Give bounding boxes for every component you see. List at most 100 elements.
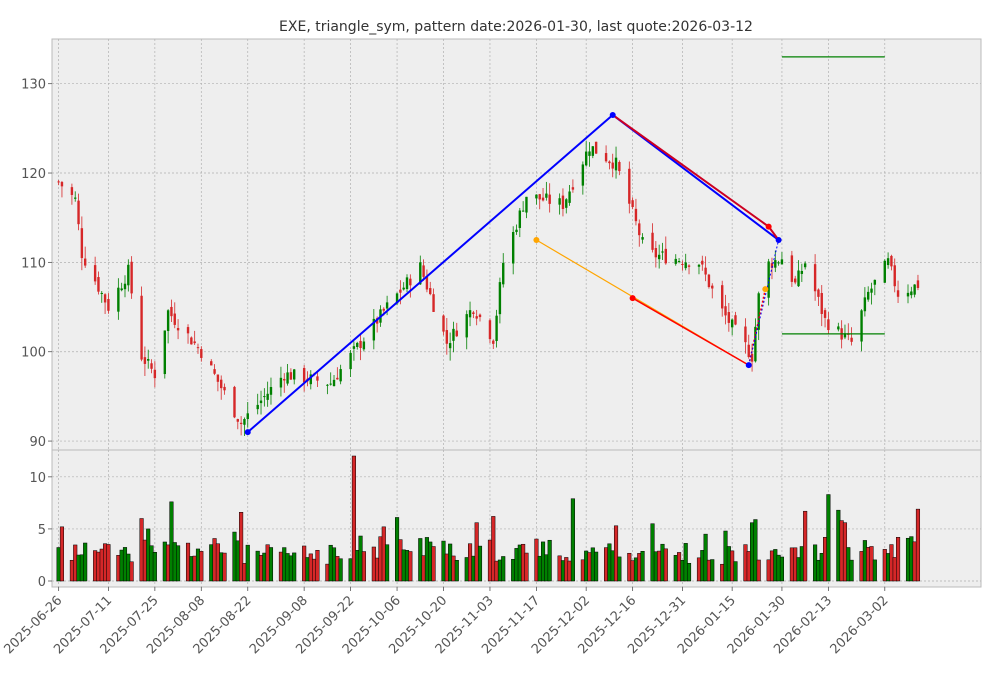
candle-body	[60, 182, 64, 187]
candle-body	[711, 285, 714, 289]
candle-body	[744, 326, 747, 343]
candle-body	[472, 312, 475, 314]
volume-bar	[142, 539, 147, 582]
candle-body	[352, 346, 356, 349]
price-y-tick-label: 120	[21, 167, 46, 182]
volume-bar	[56, 547, 61, 582]
pattern-line	[748, 239, 780, 366]
volume-bar	[700, 550, 705, 582]
candle-body	[611, 162, 614, 169]
candle-body	[568, 191, 571, 203]
candle-body	[730, 319, 734, 328]
volume-bar	[540, 541, 546, 582]
volume-bar	[819, 553, 824, 582]
candle-body	[293, 369, 296, 380]
candle-body	[813, 264, 817, 292]
volume-bar	[328, 544, 333, 582]
candle-body	[256, 404, 259, 410]
volume-bar	[255, 550, 260, 582]
candle-body	[701, 260, 704, 265]
candle-body	[103, 294, 107, 303]
volume-bar	[826, 494, 831, 582]
candle-body	[74, 197, 77, 199]
volume-bar	[395, 517, 400, 582]
candle-body	[130, 261, 133, 294]
candle-body	[356, 342, 359, 347]
volume-bar	[594, 551, 599, 582]
candle-body	[910, 291, 913, 296]
candle-body	[883, 260, 886, 283]
volume-bar	[199, 551, 204, 582]
candle-body	[419, 262, 422, 285]
volume-bar	[892, 557, 897, 582]
volume-bar	[915, 508, 921, 582]
candle-body	[747, 344, 750, 357]
candle-body	[800, 270, 804, 274]
candle-body	[349, 352, 352, 370]
candle-body	[661, 251, 664, 253]
volume-bar	[570, 498, 575, 582]
candle-body	[425, 276, 429, 290]
candle-body	[432, 294, 435, 312]
candle-body	[213, 369, 216, 374]
volume-bar	[584, 550, 589, 582]
candle-body	[511, 232, 515, 264]
volume-bar	[338, 558, 343, 582]
volume-bar	[547, 539, 552, 582]
volume-bar	[613, 525, 619, 582]
volume-bar	[753, 519, 758, 582]
volume-bar	[245, 544, 250, 582]
volume-bar	[59, 526, 65, 582]
candle-body	[83, 258, 87, 266]
volume-bar	[872, 559, 877, 582]
volume-bar	[756, 559, 761, 582]
volume-bar	[497, 559, 502, 582]
candle-body	[359, 340, 362, 349]
pattern-point-marker	[609, 111, 616, 118]
candle-body	[664, 248, 668, 264]
candle-body	[521, 210, 525, 212]
volume-bar	[166, 544, 171, 582]
candle-body	[757, 293, 760, 330]
volume-bar	[905, 537, 911, 582]
volume-bar	[222, 552, 227, 582]
volume-bar	[209, 544, 214, 582]
volume-bar	[650, 523, 655, 582]
candle-body	[780, 259, 784, 265]
pattern-point-marker	[533, 237, 540, 244]
volume-bar	[544, 554, 549, 582]
pattern-line	[247, 114, 614, 433]
volume-bar	[448, 543, 453, 582]
candle-body	[591, 146, 595, 156]
candle-body	[193, 341, 196, 344]
candle-body	[641, 237, 644, 240]
candle-body	[704, 267, 707, 275]
candle-body	[873, 279, 877, 285]
volume-bar	[83, 542, 88, 582]
volume-bar	[258, 555, 264, 582]
volume-bar	[398, 539, 403, 582]
volume-bar	[521, 543, 526, 582]
volume-bar	[408, 551, 413, 582]
candle-body	[399, 289, 402, 293]
volume-bar	[126, 553, 131, 582]
candle-body	[452, 328, 455, 341]
candle-body	[448, 343, 452, 349]
volume-bar	[836, 509, 841, 582]
volume-bar	[93, 550, 98, 582]
volume-bar	[720, 563, 725, 582]
candle-body	[173, 313, 176, 325]
volume-bar	[375, 557, 380, 582]
candle-body	[127, 264, 130, 286]
volume-bar	[146, 528, 151, 582]
volume-bar	[116, 555, 121, 582]
volume-bar	[557, 555, 562, 582]
volume-bar	[195, 548, 201, 582]
volume-bar	[265, 544, 270, 582]
pattern-point-marker	[775, 237, 782, 244]
candle-body	[326, 384, 329, 386]
volume-bar	[882, 549, 887, 582]
candle-body	[70, 187, 74, 195]
volume-bar	[912, 541, 917, 582]
candle-body	[283, 378, 286, 381]
